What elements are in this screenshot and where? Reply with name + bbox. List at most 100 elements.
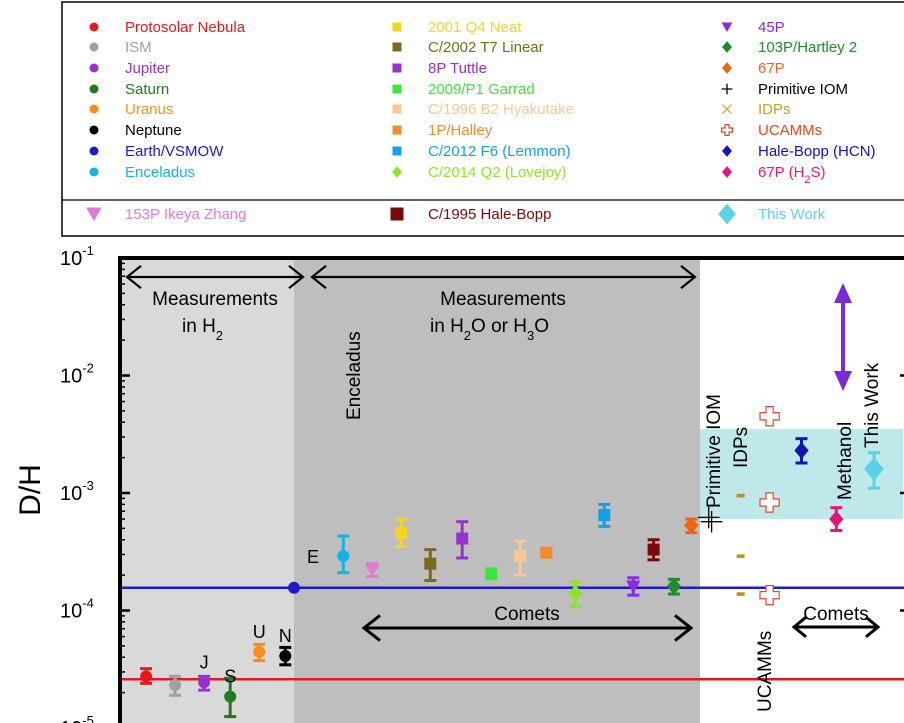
earth-vsmow-point: [288, 581, 300, 594]
annotation-enceladus-e: E: [307, 547, 319, 567]
point-marker: [169, 679, 182, 692]
methanol-range-arrow-head-up: [834, 283, 852, 303]
data-point-c-2014-q2-lovejoy: [568, 580, 583, 609]
legend-label-jupiter: Jupiter: [125, 60, 170, 77]
point-marker: [829, 510, 844, 528]
legend-label-end: S): [811, 164, 826, 181]
point-marker: [337, 550, 350, 563]
point-marker: [736, 493, 745, 498]
data-point-hale-bopp-hcn: [794, 437, 809, 465]
data-point-saturn: S: [224, 667, 237, 719]
legend-label-1p-halley: 1P/Halley: [428, 122, 493, 139]
point-marker: [759, 406, 780, 427]
data-point-primitive-iom: [697, 506, 720, 529]
legend-marker-hale-bopp-hcn: [722, 145, 732, 157]
annotation-enceladus-vertical: Enceladus: [344, 331, 365, 420]
methanol-range-arrow: [834, 283, 852, 391]
data-point-c-1996-b2-hyakutake: [514, 539, 527, 577]
legend-marker-67p-h: [722, 166, 732, 178]
arrow-h2-range: [125, 264, 305, 290]
legend-label-c-2014-q2-lovejoy: C/2014 Q2 (Lovejoy): [428, 164, 566, 181]
point-label-uranus: U: [253, 622, 266, 642]
legend-label-c-2012-f6-lemmon: C/2012 F6 (Lemmon): [428, 143, 571, 160]
annotation-h2o-title: Measurements: [440, 289, 566, 310]
legend-marker-this-work: [718, 203, 736, 225]
legend-marker-c-2002-t7-linear: [392, 42, 402, 52]
data-point-103p-hartley-2: [666, 577, 682, 596]
legend-marker-idps: [722, 104, 732, 114]
legend-marker-neptune: [89, 125, 99, 135]
legend-label-8p-tuttle: 8P Tuttle: [428, 60, 487, 77]
arrow-comets-2: [791, 616, 881, 638]
point-marker: [514, 550, 527, 563]
legend-label-enceladus: Enceladus: [125, 164, 195, 181]
data-point-enceladus: [337, 534, 350, 575]
legend-label-neptune: Neptune: [125, 122, 182, 139]
point-marker: [684, 516, 699, 534]
point-marker: [647, 543, 660, 556]
data-point-primitive-iom: [700, 510, 723, 533]
legend-label-ucamms: UCAMMs: [758, 122, 822, 139]
legend-label-uranus: Uranus: [125, 101, 173, 118]
legend-label-hale-bopp-hcn: Hale-Bopp (HCN): [758, 143, 876, 160]
arrow-h2o-range-head-right: [680, 264, 697, 290]
legend-marker-protosolar-nebula: [89, 22, 99, 32]
y-tick-exponent: -4: [82, 596, 94, 611]
data-point-2009-p1-garrad: [485, 567, 498, 581]
legend-marker-c-1995-hale-bopp: [390, 207, 404, 221]
arrow-comets-1: [361, 614, 694, 642]
point-marker: [540, 546, 553, 559]
data-point-c-2012-f6-lemmon: [598, 502, 611, 528]
legend-label-ism: ISM: [125, 39, 152, 56]
y-tick-exponent: -2: [82, 361, 94, 376]
legend-marker-1p-halley: [392, 125, 402, 135]
point-label-jupiter: J: [200, 652, 209, 672]
data-point-67p: [684, 516, 699, 535]
arrow-h2-range-head-left: [125, 264, 142, 290]
y-tick-label--5: 10-5: [60, 713, 94, 723]
point-marker: [759, 584, 780, 606]
legend-label-protosolar-nebula: Protosolar Nebula: [125, 19, 246, 36]
y-tick-label--1: 10-1: [60, 243, 94, 270]
legend-label-c-1996-b2-hyakutake: C/1996 B2 Hyakutake: [428, 101, 574, 118]
legend-marker-ucamms: [721, 124, 733, 136]
point-marker: [736, 592, 745, 596]
point-marker: [365, 564, 380, 577]
region-h2o: [294, 258, 700, 723]
legend-label-67p: 67P: [758, 60, 785, 77]
legend-marker-8p-tuttle: [392, 63, 402, 73]
annotation-comets-2: Comets: [803, 604, 868, 625]
arrow-h2o-range: [310, 264, 697, 290]
methanol-range-arrow-head-down: [834, 371, 852, 391]
data-point-idps: [736, 592, 745, 596]
y-tick-label--4: 10-4: [60, 596, 94, 623]
legend-label-saturn: Saturn: [125, 81, 169, 98]
y-tick-exponent: -1: [82, 243, 94, 258]
data-point-c-2002-t7-linear: [424, 548, 437, 583]
data-point-ism: [169, 674, 182, 697]
point-marker: [736, 554, 745, 558]
annotation-h2-title: Measurements: [152, 289, 278, 310]
legend-frame: [61, 1, 904, 237]
point-marker: [224, 690, 237, 703]
data-point-this-work: [864, 451, 884, 490]
data-point-153p-ikeya-zhang: [365, 562, 380, 578]
annotation-idps: IDPs: [731, 427, 752, 468]
subscript-1: 2: [464, 328, 471, 343]
point-marker: [485, 567, 498, 580]
legend-marker-c-2014-q2-lovejoy: [392, 166, 402, 178]
legend-marker-jupiter: [89, 63, 99, 73]
legend-marker-primitive-iom: [721, 83, 733, 95]
data-point-protosolar-nebula: [140, 667, 153, 685]
point-marker: [424, 557, 437, 570]
point-marker: [864, 457, 884, 481]
legend: Protosolar Nebula ISM Jupiter Saturn Uranus N…: [86, 19, 876, 225]
data-point-ucamms: [759, 406, 780, 427]
data-point-1p-halley: [540, 546, 553, 559]
legend-marker-67p: [722, 62, 732, 74]
arrow-h2o-range-head-left: [310, 264, 327, 290]
legend-marker-enceladus: [89, 167, 99, 177]
point-marker: [279, 649, 292, 662]
point-marker: [253, 645, 266, 658]
